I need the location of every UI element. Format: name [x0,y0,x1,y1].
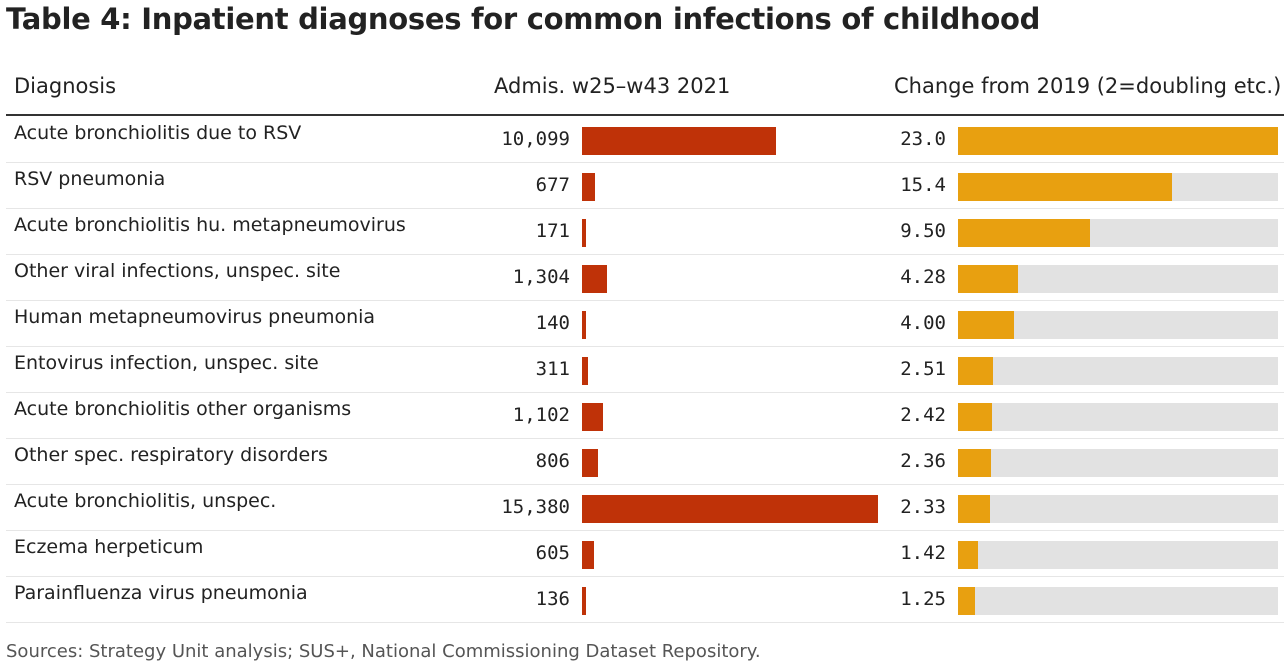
table-row: Other viral infections, unspec. site 1,30… [6,255,1284,301]
admissions-bar [582,541,594,569]
source-note: Sources: Strategy Unit analysis; SUS+, N… [6,641,761,662]
diagnosis-label: Acute bronchiolitis due to RSV [14,122,302,144]
change-bar [958,173,1172,201]
admissions-bar [582,357,588,385]
change-bar-track [958,311,1278,339]
diagnosis-label: Other viral infections, unspec. site [14,260,341,282]
header-admissions: Admis. w25–w43 2021 [494,74,731,98]
table-row: Other spec. respiratory disorders 806 2.36 [6,439,1284,485]
row-divider [6,254,1284,255]
change-bar [958,541,978,569]
diagnosis-label: Human metapneumovirus pneumonia [14,306,376,328]
change-value: 9.50 [900,220,946,242]
admissions-value: 1,304 [512,266,570,288]
change-bar [958,311,1014,339]
header-change: Change from 2019 (2=doubling etc.) [894,74,1282,98]
diagnosis-label: Eczema herpeticum [14,536,204,558]
change-value: 2.51 [900,358,946,380]
table-row: Entovirus infection, unspec. site 311 2.51 [6,347,1284,393]
diagnosis-label: RSV pneumonia [14,168,166,190]
row-divider [6,346,1284,347]
table-row: Acute bronchiolitis due to RSV 10,099 23.0 [6,117,1284,163]
admissions-bar [582,127,776,155]
table-row: Acute bronchiolitis other organisms 1,102… [6,393,1284,439]
row-divider [6,392,1284,393]
change-bar-track [958,219,1278,247]
table-row: RSV pneumonia 677 15.4 [6,163,1284,209]
change-bar [958,127,1278,155]
row-divider [6,300,1284,301]
admissions-bar [582,587,586,615]
chart-title: Table 4: Inpatient diagnoses for common … [6,2,1041,36]
change-value: 2.42 [900,404,946,426]
row-divider [6,484,1284,485]
change-value: 1.42 [900,542,946,564]
change-bar [958,265,1018,293]
admissions-bar [582,403,603,431]
diagnosis-label: Acute bronchiolitis other organisms [14,398,352,420]
change-bar [958,449,991,477]
row-divider [6,162,1284,163]
change-bar-track [958,449,1278,477]
change-bar [958,219,1090,247]
table-row: Parainfluenza virus pneumonia 136 1.25 [6,577,1284,623]
change-bar-track [958,173,1278,201]
change-bar [958,403,992,431]
change-bar-track [958,587,1278,615]
header-diagnosis: Diagnosis [14,74,117,98]
table-row: Acute bronchiolitis hu. metapneumovirus 1… [6,209,1284,255]
diagnosis-label: Parainfluenza virus pneumonia [14,582,308,604]
change-bar [958,587,975,615]
row-divider [6,208,1284,209]
admissions-bar [582,449,598,477]
change-value: 1.25 [900,588,946,610]
row-divider [6,576,1284,577]
change-value: 15.4 [900,174,946,196]
change-value: 2.36 [900,450,946,472]
table-row: Eczema herpeticum 605 1.42 [6,531,1284,577]
table-row: Acute bronchiolitis, unspec. 15,380 2.33 [6,485,1284,531]
admissions-bar [582,265,607,293]
diagnosis-label: Entovirus infection, unspec. site [14,352,319,374]
change-value: 4.00 [900,312,946,334]
row-divider [6,622,1284,623]
admissions-value: 806 [535,450,570,472]
admissions-value: 677 [535,174,570,196]
change-bar [958,357,993,385]
change-bar-track [958,127,1278,155]
admissions-value: 140 [535,312,570,334]
admissions-value: 10,099 [501,128,570,150]
admissions-bar [582,219,586,247]
change-bar-track [958,265,1278,293]
row-divider [6,530,1284,531]
change-bar-track [958,495,1278,523]
change-bar-track [958,357,1278,385]
admissions-value: 1,102 [512,404,570,426]
diagnosis-label: Acute bronchiolitis, unspec. [14,490,277,512]
table-row: Human metapneumovirus pneumonia 140 4.00 [6,301,1284,347]
change-bar-track [958,403,1278,431]
change-bar-track [958,541,1278,569]
admissions-bar [582,311,586,339]
row-divider [6,438,1284,439]
admissions-value: 311 [535,358,570,380]
diagnosis-label: Other spec. respiratory disorders [14,444,328,466]
admissions-bar [582,495,878,523]
admissions-bar [582,173,595,201]
admissions-value: 605 [535,542,570,564]
diagnosis-label: Acute bronchiolitis hu. metapneumovirus [14,214,406,236]
change-value: 2.33 [900,496,946,518]
change-value: 4.28 [900,266,946,288]
admissions-value: 171 [535,220,570,242]
admissions-value: 136 [535,588,570,610]
header-rule [6,114,1284,116]
change-value: 23.0 [900,128,946,150]
admissions-value: 15,380 [501,496,570,518]
change-bar [958,495,990,523]
